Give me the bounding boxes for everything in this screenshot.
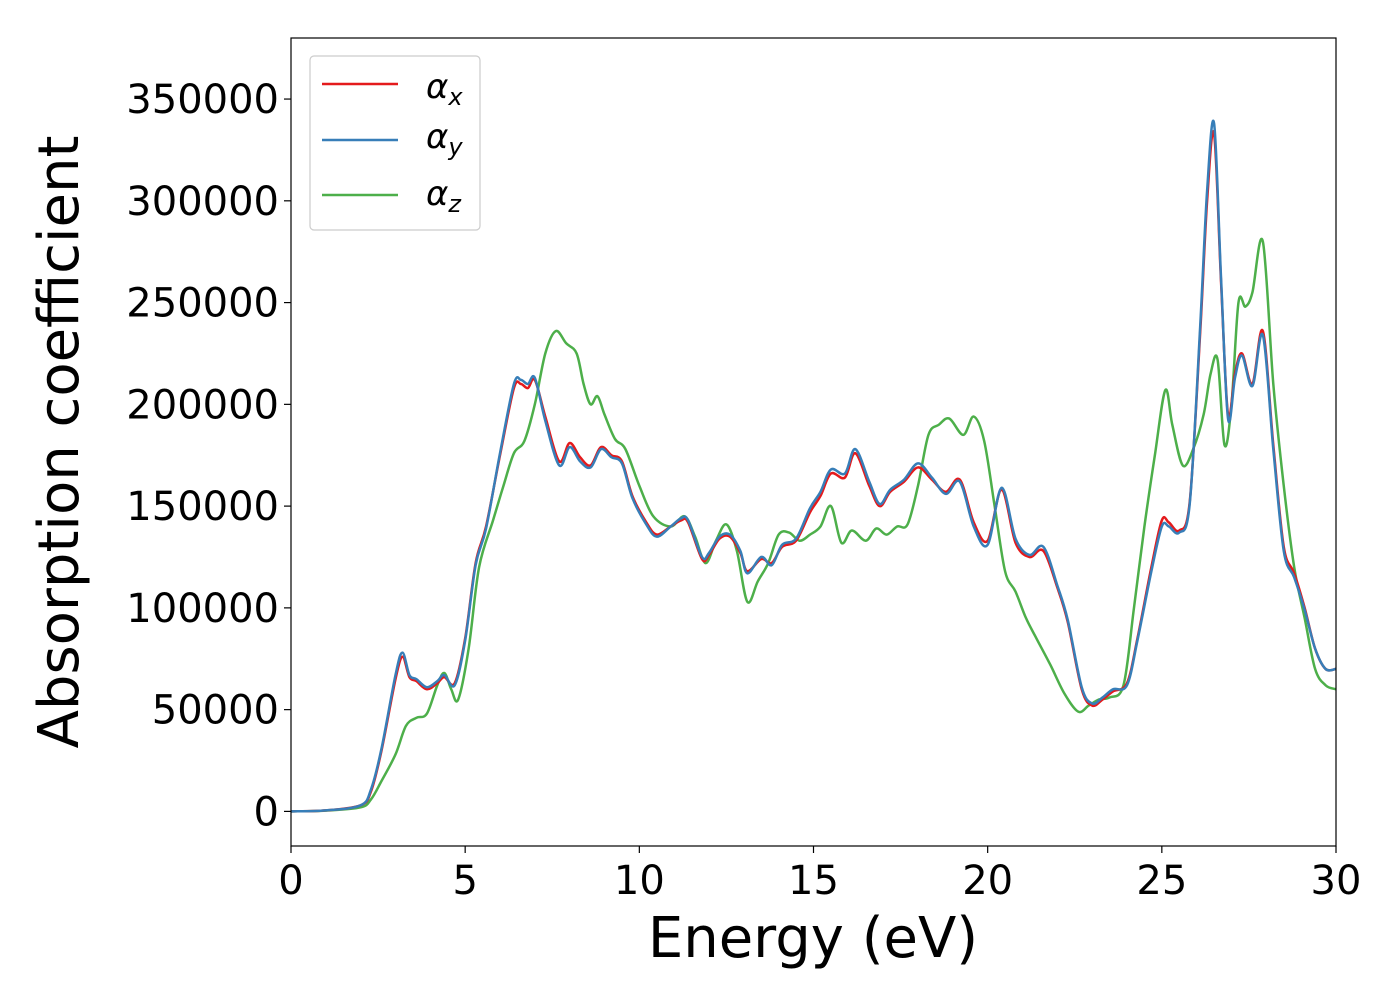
legend-label-alpha-z: αz [426, 174, 462, 218]
y-axis: 0 50000 100000 150000 200000 250000 300000 3500… [126, 77, 291, 835]
x-tick-label: 20 [962, 858, 1013, 904]
y-tick-label: 200000 [126, 382, 279, 428]
legend: αx αy αz [309, 55, 481, 231]
series-line-alpha-z [290, 237, 1337, 813]
y-tick-label: 300000 [126, 179, 279, 225]
y-tick-label: 250000 [126, 281, 279, 327]
x-tick-label: 30 [1311, 858, 1362, 904]
y-tick-label: 100000 [126, 586, 279, 632]
x-axis: 0 5 10 15 20 25 30 [278, 846, 1361, 904]
legend-label-alpha-y: αy [426, 117, 463, 161]
y-tick-label: 50000 [152, 688, 279, 734]
series-line-alpha-y [290, 119, 1337, 813]
legend-label-alpha-x: αx [426, 67, 463, 111]
y-tick-label: 350000 [126, 77, 279, 123]
x-tick-label: 0 [278, 858, 303, 904]
x-tick-label: 25 [1136, 858, 1187, 904]
x-axis-title: Energy (eV) [648, 906, 978, 971]
x-tick-label: 5 [452, 858, 477, 904]
x-tick-label: 15 [788, 858, 839, 904]
series-layer [290, 119, 1337, 813]
y-tick-label: 150000 [126, 484, 279, 530]
y-axis-title: Absorption coefficient [27, 136, 92, 749]
y-tick-label: 0 [254, 789, 279, 835]
x-tick-label: 10 [614, 858, 665, 904]
legend-box [309, 55, 481, 231]
